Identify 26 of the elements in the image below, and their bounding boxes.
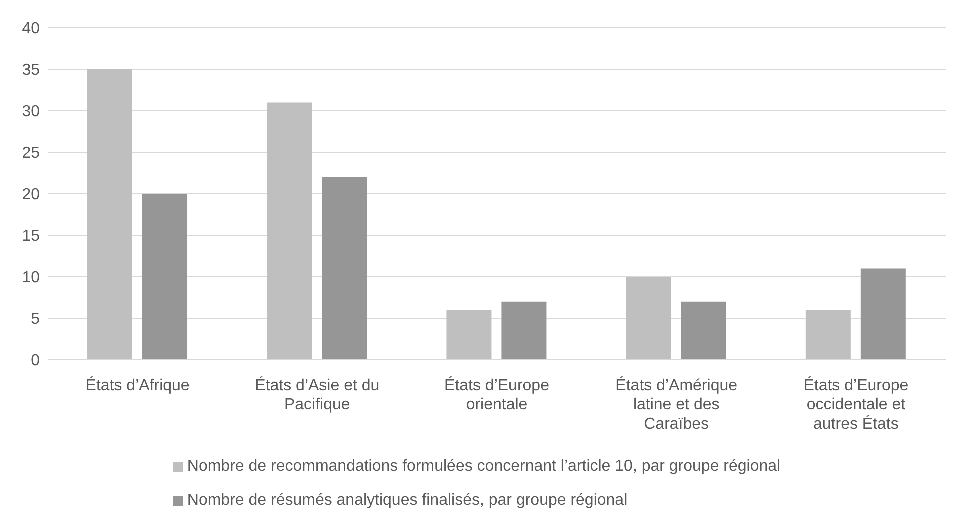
- y-tick-label: 20: [22, 186, 40, 204]
- y-tick-label: 30: [22, 104, 40, 121]
- x-tick-label: États d’Europe occidentale et autres États: [804, 376, 909, 433]
- bar: [322, 177, 368, 360]
- y-tick-label: 15: [22, 228, 40, 246]
- x-tick-label: États d’Afrique: [86, 376, 190, 394]
- legend-label: Nombre de résumés analytiques finalisés, par groupe régional: [187, 492, 628, 509]
- bar: [681, 302, 726, 360]
- y-tick-label: 10: [22, 270, 40, 287]
- y-tick-label: 40: [22, 20, 40, 38]
- y-tick-label: 25: [22, 145, 40, 162]
- bar: [626, 277, 672, 360]
- bar: [446, 310, 492, 360]
- bar: [806, 310, 851, 360]
- x-tick-label: États d’Asie et du Pacifique: [255, 376, 380, 414]
- y-tick-label: 0: [31, 352, 40, 370]
- y-tick-label: 35: [22, 62, 40, 80]
- bar: [142, 194, 188, 360]
- bar: [860, 268, 906, 360]
- y-tick-label: 5: [31, 311, 40, 328]
- bar: [88, 70, 133, 360]
- x-tick-label: États d’Amérique latine et des Caraïbes: [616, 376, 738, 433]
- bar: [267, 102, 312, 360]
- legend-label: Nombre de recommandations formulées concernant l’article 10, par groupe régional: [187, 458, 781, 475]
- x-tick-label: États d’Europe orientale: [444, 376, 550, 414]
- bar: [502, 302, 547, 360]
